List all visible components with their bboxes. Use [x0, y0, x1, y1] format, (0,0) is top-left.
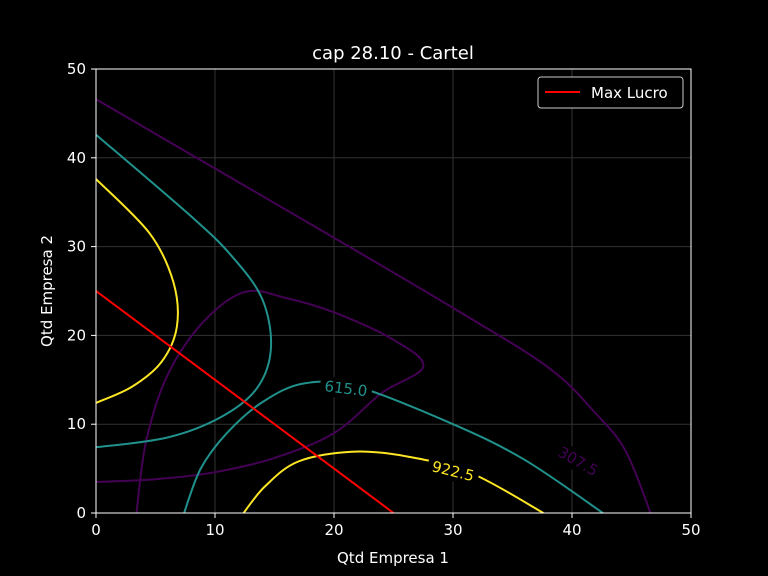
x-tick-label: 50 [681, 521, 700, 539]
contour-lines [95, 98, 652, 514]
contour-label-gap [318, 375, 373, 402]
data-series [95, 290, 395, 514]
contour-307-5-branch-1 [95, 98, 652, 514]
y-tick-label: 10 [67, 415, 86, 433]
x-tick-label: 0 [91, 521, 101, 539]
contour-922-5-branch-1 [95, 178, 179, 404]
chart-title: cap 28.10 - Cartel [312, 43, 474, 64]
y-axis-label: Qtd Empresa 2 [38, 235, 56, 347]
y-tick-label: 20 [67, 326, 86, 344]
axis-ticks: 0 10 20 30 40 50 0 10 20 30 40 50 [67, 60, 701, 539]
contour-label-gap [425, 455, 481, 488]
contour-label-gap [550, 439, 606, 484]
contour-307-5-branch-2 [95, 289, 425, 514]
legend-entry-max-lucro: Max Lucro [591, 84, 668, 102]
plot-frame [95, 68, 692, 514]
series-line-max-lucro [95, 290, 395, 514]
legend: Max Lucro [537, 76, 684, 109]
x-tick-label: 10 [205, 521, 224, 539]
x-axis-label: Qtd Empresa 1 [337, 549, 449, 567]
y-tick-label: 0 [76, 504, 86, 522]
x-tick-label: 20 [324, 521, 343, 539]
x-tick-label: 40 [562, 521, 581, 539]
legend-box [537, 76, 684, 109]
y-tick-label: 40 [67, 149, 86, 167]
y-tick-label: 50 [67, 60, 86, 78]
contour-label-group-615: 615.0 [318, 375, 373, 402]
contour-615-branch-2 [183, 380, 604, 514]
y-tick-label: 30 [67, 238, 86, 256]
x-tick-label: 30 [443, 521, 462, 539]
contour-label-615: 615.0 [323, 377, 368, 400]
contour-615-branch-1 [95, 133, 273, 449]
